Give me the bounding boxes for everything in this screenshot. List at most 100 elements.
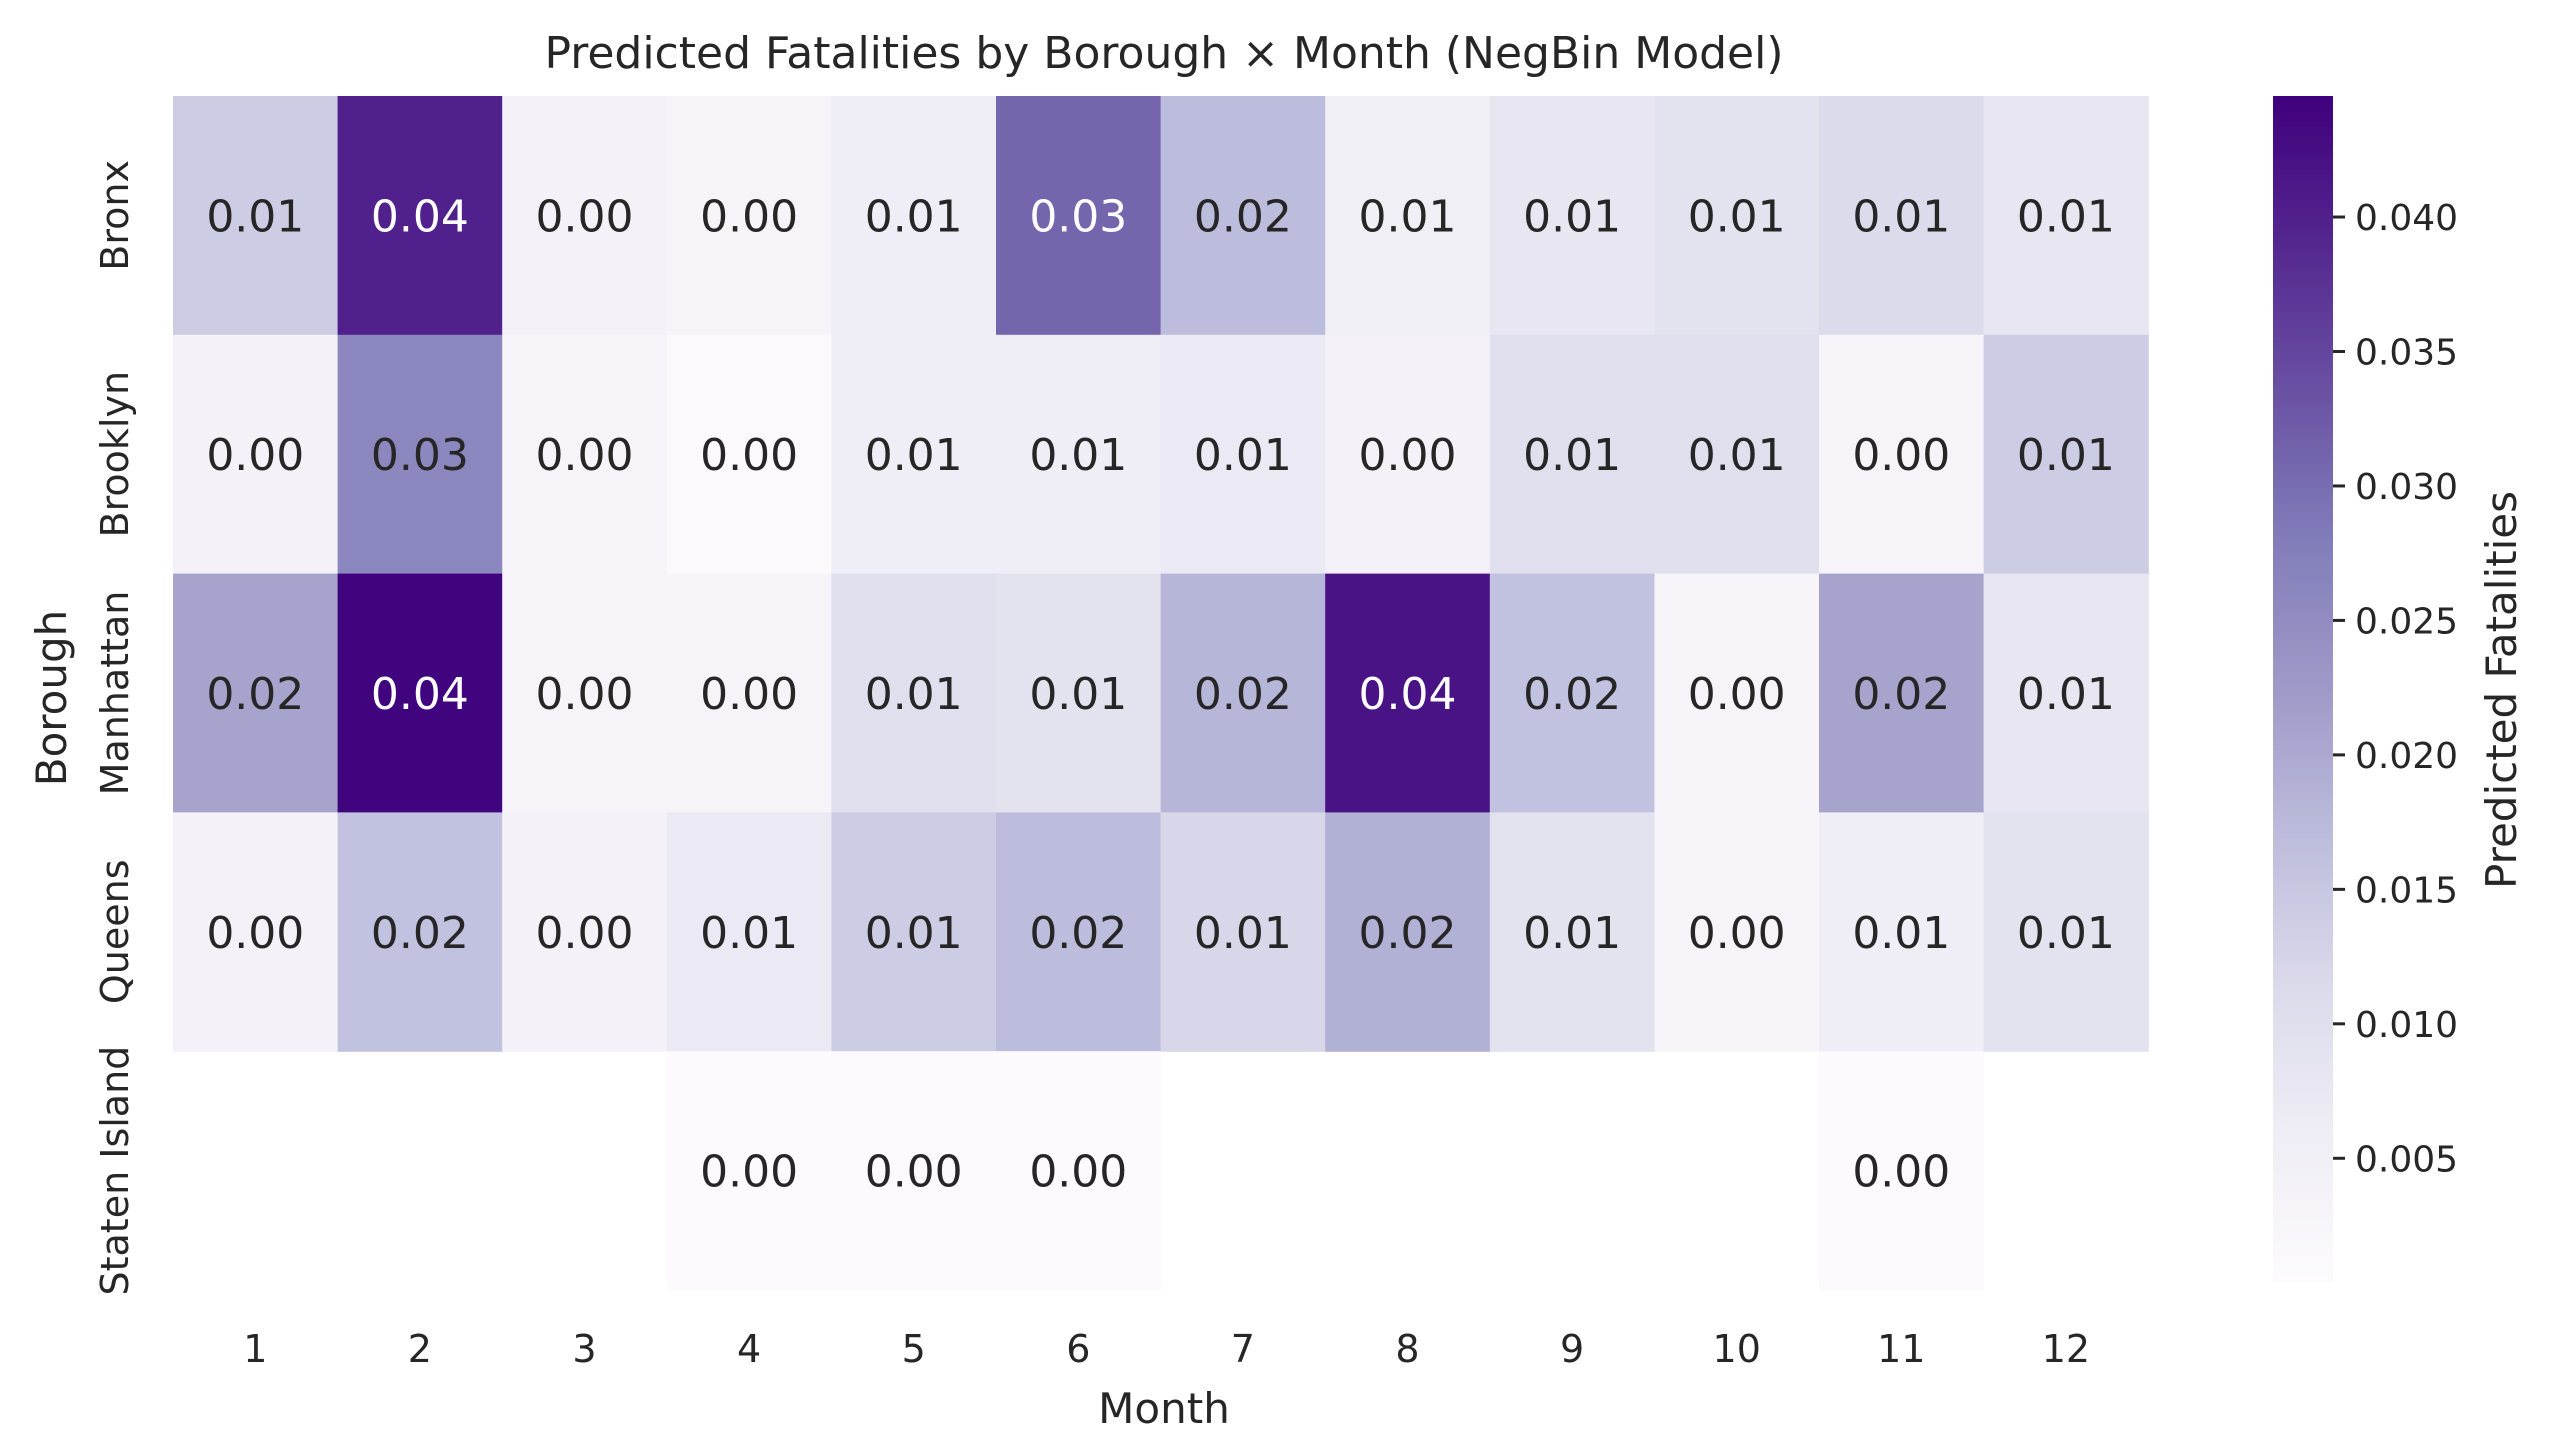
y-tick-label: Brooklyn — [93, 371, 137, 538]
x-tick-label: 5 — [902, 1327, 926, 1371]
colorbar-tick-label: 0.030 — [2355, 467, 2458, 508]
heatmap-cell-queens-6 — [996, 812, 1162, 1052]
heatmap-cell-brooklyn-6 — [996, 334, 1162, 575]
cell-value-label: 0.01 — [1523, 908, 1621, 959]
heatmap-cell-staten-island-6 — [996, 1051, 1162, 1291]
colorbar-tick-label: 0.020 — [2355, 736, 2458, 777]
cell-value-label: 0.02 — [1194, 191, 1292, 242]
heatmap-cell-queens-4 — [666, 812, 832, 1052]
heatmap-cell-brooklyn-4 — [666, 334, 832, 575]
cell-value-label: 0.01 — [1688, 430, 1786, 481]
colorbar — [2273, 96, 2333, 1282]
heatmap-cell-brooklyn-2 — [337, 334, 503, 575]
heatmap-cell-manhattan-7 — [1160, 573, 1326, 813]
heatmap-cell-bronx-3 — [502, 96, 668, 336]
x-tick-label: 1 — [243, 1327, 267, 1371]
cell-value-label: 0.01 — [1194, 430, 1292, 481]
x-tick-label: 11 — [1877, 1327, 1925, 1371]
heatmap-cell-staten-island-11 — [1819, 1051, 1985, 1291]
heatmap-cell-manhattan-5 — [831, 573, 997, 813]
x-tick-label: 4 — [737, 1327, 761, 1371]
heatmap-cell-staten-island-4 — [666, 1051, 832, 1291]
heatmap-cell-bronx-4 — [666, 96, 832, 336]
colorbar-label: Predicted Fatalities — [2477, 491, 2526, 889]
heatmap-cell-bronx-12 — [1983, 96, 2149, 336]
cell-value-label: 0.02 — [1852, 669, 1950, 720]
colorbar-tick-label: 0.010 — [2355, 1005, 2458, 1046]
x-tick-label: 9 — [1560, 1327, 1584, 1371]
heatmap-cell-labels: 0.01 0.04 0.00 0.00 0.01 0.03 0.02 0.01 0.01 0.01… — [206, 191, 2115, 1197]
heatmap-cell-queens-11 — [1819, 812, 1985, 1052]
heatmap-cell-bronx-8 — [1325, 96, 1491, 336]
heatmap-cell-staten-island-5 — [831, 1051, 997, 1291]
cell-value-label: 0.01 — [1194, 908, 1292, 959]
cell-value-label: 0.02 — [1523, 669, 1621, 720]
cell-value-label: 0.04 — [371, 669, 469, 720]
x-tick-label: 12 — [2042, 1327, 2090, 1371]
heatmap-cell-manhattan-4 — [666, 573, 832, 813]
cell-value-label: 0.00 — [700, 669, 798, 720]
cell-value-label: 0.01 — [865, 908, 963, 959]
heatmap-cell-brooklyn-8 — [1325, 334, 1491, 575]
cell-value-label: 0.01 — [865, 669, 963, 720]
cell-value-label: 0.00 — [700, 191, 798, 242]
colorbar-tick-label: 0.040 — [2355, 198, 2458, 239]
cell-value-label: 0.00 — [536, 669, 634, 720]
heatmap-cell-bronx-9 — [1489, 96, 1655, 336]
heatmap-cell-queens-1 — [173, 812, 339, 1052]
heatmap-cell-bronx-5 — [831, 96, 997, 336]
heatmap-cell-queens-10 — [1654, 812, 1820, 1052]
y-axis-ticks: Bronx Brooklyn Manhattan Queens Staten Islan… — [93, 160, 137, 1295]
cell-value-label: 0.01 — [865, 191, 963, 242]
cell-value-label: 0.00 — [1852, 1147, 1950, 1198]
heatmap-cell-brooklyn-7 — [1160, 334, 1326, 575]
cell-value-label: 0.03 — [1029, 191, 1127, 242]
heatmap-cell-queens-7 — [1160, 812, 1326, 1052]
heatmap-cell-brooklyn-1 — [173, 334, 339, 575]
cell-value-label: 0.04 — [1359, 669, 1457, 720]
cell-value-label: 0.02 — [371, 908, 469, 959]
heatmap-cell-brooklyn-5 — [831, 334, 997, 575]
cell-value-label: 0.01 — [1852, 191, 1950, 242]
y-tick-label: Staten Island — [93, 1046, 137, 1296]
x-tick-label: 2 — [408, 1327, 432, 1371]
heatmap-cell-queens-12 — [1983, 812, 2149, 1052]
colorbar-tick-label: 0.035 — [2355, 332, 2458, 373]
cell-value-label: 0.01 — [1029, 430, 1127, 481]
cell-value-label: 0.01 — [1688, 191, 1786, 242]
cell-value-label: 0.02 — [206, 669, 304, 720]
y-tick-label: Queens — [93, 859, 137, 1004]
x-axis-label: Month — [1098, 1384, 1230, 1433]
cell-value-label: 0.00 — [1688, 669, 1786, 720]
colorbar-tick-label: 0.025 — [2355, 601, 2458, 642]
heatmap-cell-manhattan-11 — [1819, 573, 1985, 813]
x-axis-ticks: 1 2 3 4 5 6 7 8 9 10 11 12 — [243, 1327, 2090, 1371]
heatmap-cell-manhattan-2 — [337, 573, 503, 813]
cell-value-label: 0.02 — [1029, 908, 1127, 959]
cell-value-label: 0.01 — [1852, 908, 1950, 959]
heatmap-cell-queens-2 — [337, 812, 503, 1052]
x-tick-label: 7 — [1231, 1327, 1255, 1371]
cell-value-label: 0.00 — [700, 430, 798, 481]
cell-value-label: 0.01 — [2017, 191, 2115, 242]
cell-value-label: 0.00 — [206, 908, 304, 959]
heatmap-cell-bronx-11 — [1819, 96, 1985, 336]
cell-value-label: 0.01 — [1359, 191, 1457, 242]
x-tick-label: 6 — [1066, 1327, 1090, 1371]
colorbar-tick-label: 0.005 — [2355, 1139, 2458, 1180]
x-tick-label: 3 — [572, 1327, 596, 1371]
heatmap-cell-manhattan-8 — [1325, 573, 1491, 813]
cell-value-label: 0.01 — [1029, 669, 1127, 720]
cell-value-label: 0.01 — [1523, 191, 1621, 242]
heatmap-cell-bronx-6 — [996, 96, 1162, 336]
x-tick-label: 10 — [1713, 1327, 1761, 1371]
cell-value-label: 0.04 — [371, 191, 469, 242]
cell-value-label: 0.00 — [700, 1147, 798, 1198]
cell-value-label: 0.00 — [1688, 908, 1786, 959]
cell-value-label: 0.01 — [206, 191, 304, 242]
y-tick-label: Manhattan — [93, 591, 137, 796]
colorbar-tick-label: 0.015 — [2355, 870, 2458, 911]
heatmap-cell-queens-9 — [1489, 812, 1655, 1052]
heatmap-cell-bronx-1 — [173, 96, 339, 336]
colorbar-ticks: 0.005 0.010 0.015 0.020 0.025 0.030 0.035 0.040 — [2333, 198, 2458, 1180]
